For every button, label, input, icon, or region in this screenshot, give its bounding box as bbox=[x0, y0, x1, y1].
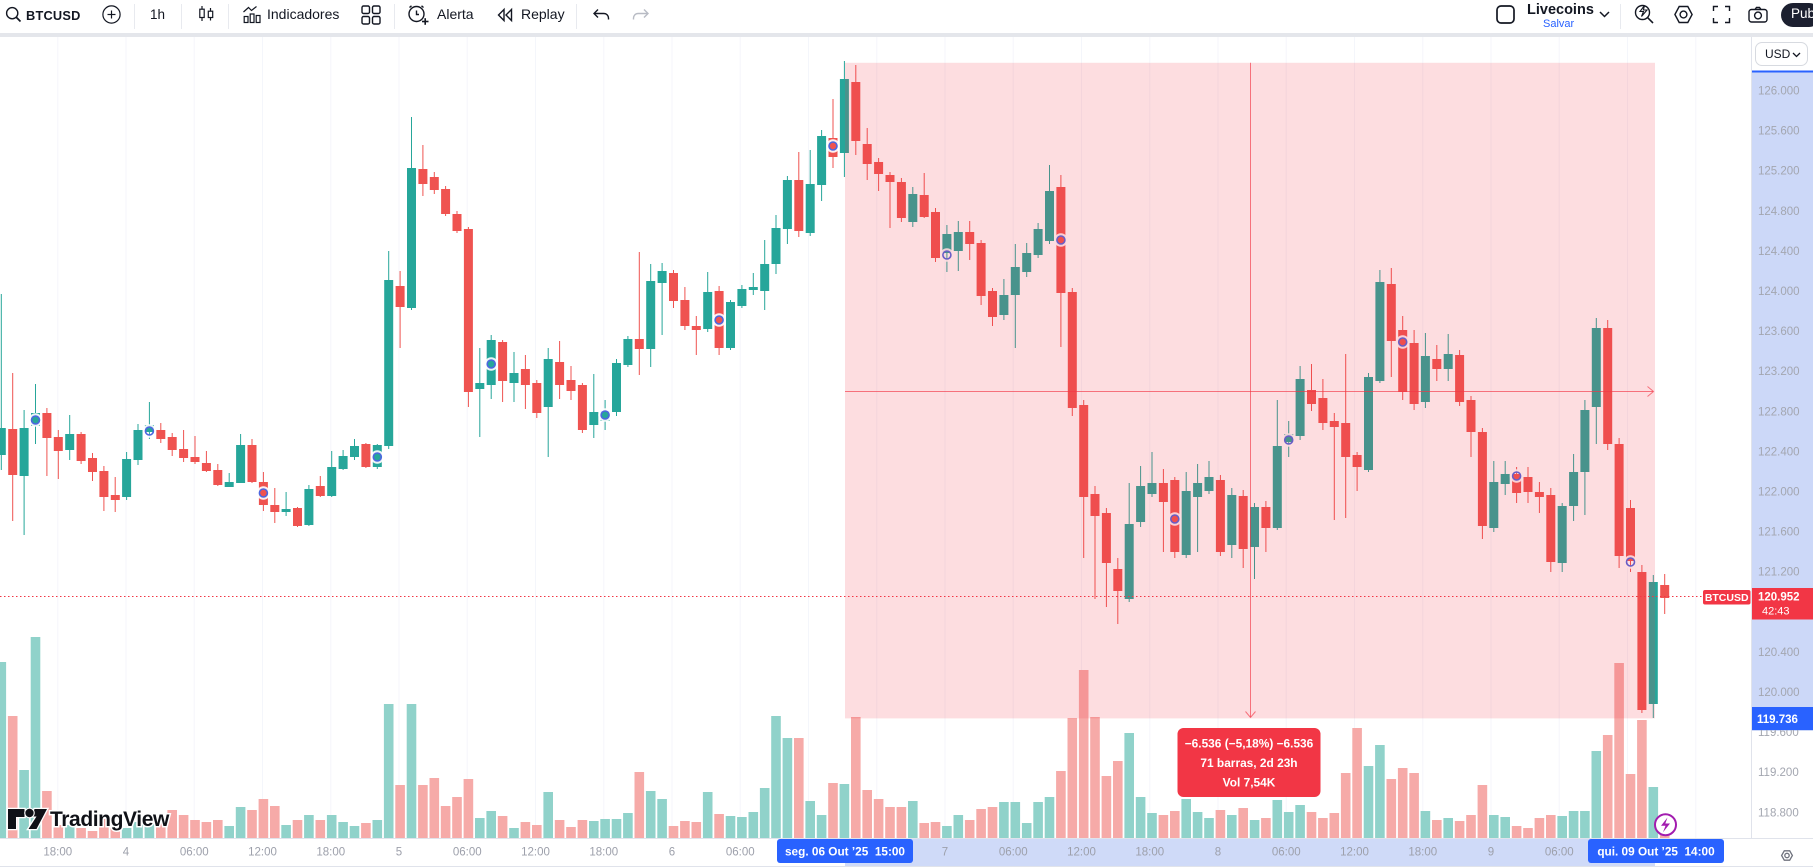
svg-text:06:00: 06:00 bbox=[1545, 847, 1574, 859]
svg-text:7: 7 bbox=[942, 847, 948, 859]
svg-text:121.200: 121.200 bbox=[1758, 567, 1800, 579]
svg-text:124.400: 124.400 bbox=[1758, 246, 1800, 258]
svg-text:9: 9 bbox=[1488, 847, 1494, 859]
svg-text:122.800: 122.800 bbox=[1758, 406, 1800, 418]
svg-text:124.800: 124.800 bbox=[1758, 206, 1800, 218]
svg-text:126.000: 126.000 bbox=[1758, 86, 1800, 98]
svg-text:125.600: 125.600 bbox=[1758, 126, 1800, 138]
svg-text:124.000: 124.000 bbox=[1758, 286, 1800, 298]
svg-text:12:00: 12:00 bbox=[521, 847, 550, 859]
svg-text:qui. 09 Out ’25 14:00: qui. 09 Out ’25 14:00 bbox=[1597, 845, 1715, 859]
svg-text:18:00: 18:00 bbox=[1408, 847, 1437, 859]
svg-text:18:00: 18:00 bbox=[43, 847, 72, 859]
svg-text:125.200: 125.200 bbox=[1758, 166, 1800, 178]
svg-text:122.000: 122.000 bbox=[1758, 487, 1800, 499]
svg-text:123.600: 123.600 bbox=[1758, 326, 1800, 338]
svg-text:12:00: 12:00 bbox=[1340, 847, 1369, 859]
svg-text:06:00: 06:00 bbox=[453, 847, 482, 859]
svg-text:119.600: 119.600 bbox=[1758, 727, 1799, 739]
svg-text:42:43: 42:43 bbox=[1762, 606, 1790, 618]
svg-text:12:00: 12:00 bbox=[248, 847, 277, 859]
svg-text:123.200: 123.200 bbox=[1758, 366, 1800, 378]
svg-text:8: 8 bbox=[1215, 847, 1221, 859]
svg-text:121.600: 121.600 bbox=[1758, 527, 1800, 539]
svg-text:06:00: 06:00 bbox=[1272, 847, 1301, 859]
svg-text:seg. 06 Out ’25 15:00: seg. 06 Out ’25 15:00 bbox=[785, 845, 905, 859]
svg-text:4: 4 bbox=[123, 847, 130, 859]
svg-text:6: 6 bbox=[669, 847, 675, 859]
svg-text:12:00: 12:00 bbox=[1067, 847, 1096, 859]
svg-text:BTCUSD: BTCUSD bbox=[1705, 592, 1749, 604]
svg-text:18:00: 18:00 bbox=[1135, 847, 1164, 859]
svg-text:06:00: 06:00 bbox=[999, 847, 1028, 859]
svg-text:120.400: 120.400 bbox=[1758, 647, 1800, 659]
svg-text:Vol 7,54K: Vol 7,54K bbox=[1223, 776, 1276, 790]
svg-text:−6.536 (−5,18%) −6.536: −6.536 (−5,18%) −6.536 bbox=[1185, 737, 1314, 751]
svg-text:119.736: 119.736 bbox=[1757, 714, 1798, 726]
svg-text:06:00: 06:00 bbox=[726, 847, 755, 859]
svg-text:119.200: 119.200 bbox=[1758, 767, 1799, 779]
svg-text:TradingView: TradingView bbox=[50, 808, 170, 831]
svg-text:06:00: 06:00 bbox=[180, 847, 209, 859]
svg-text:18:00: 18:00 bbox=[316, 847, 345, 859]
svg-text:122.400: 122.400 bbox=[1758, 446, 1800, 458]
svg-text:120.000: 120.000 bbox=[1758, 687, 1800, 699]
svg-text:118.800: 118.800 bbox=[1758, 807, 1799, 819]
svg-text:71 barras, 2d 23h: 71 barras, 2d 23h bbox=[1200, 756, 1297, 770]
svg-text:18:00: 18:00 bbox=[589, 847, 618, 859]
svg-text:5: 5 bbox=[396, 847, 402, 859]
svg-text:120.952: 120.952 bbox=[1758, 592, 1800, 604]
